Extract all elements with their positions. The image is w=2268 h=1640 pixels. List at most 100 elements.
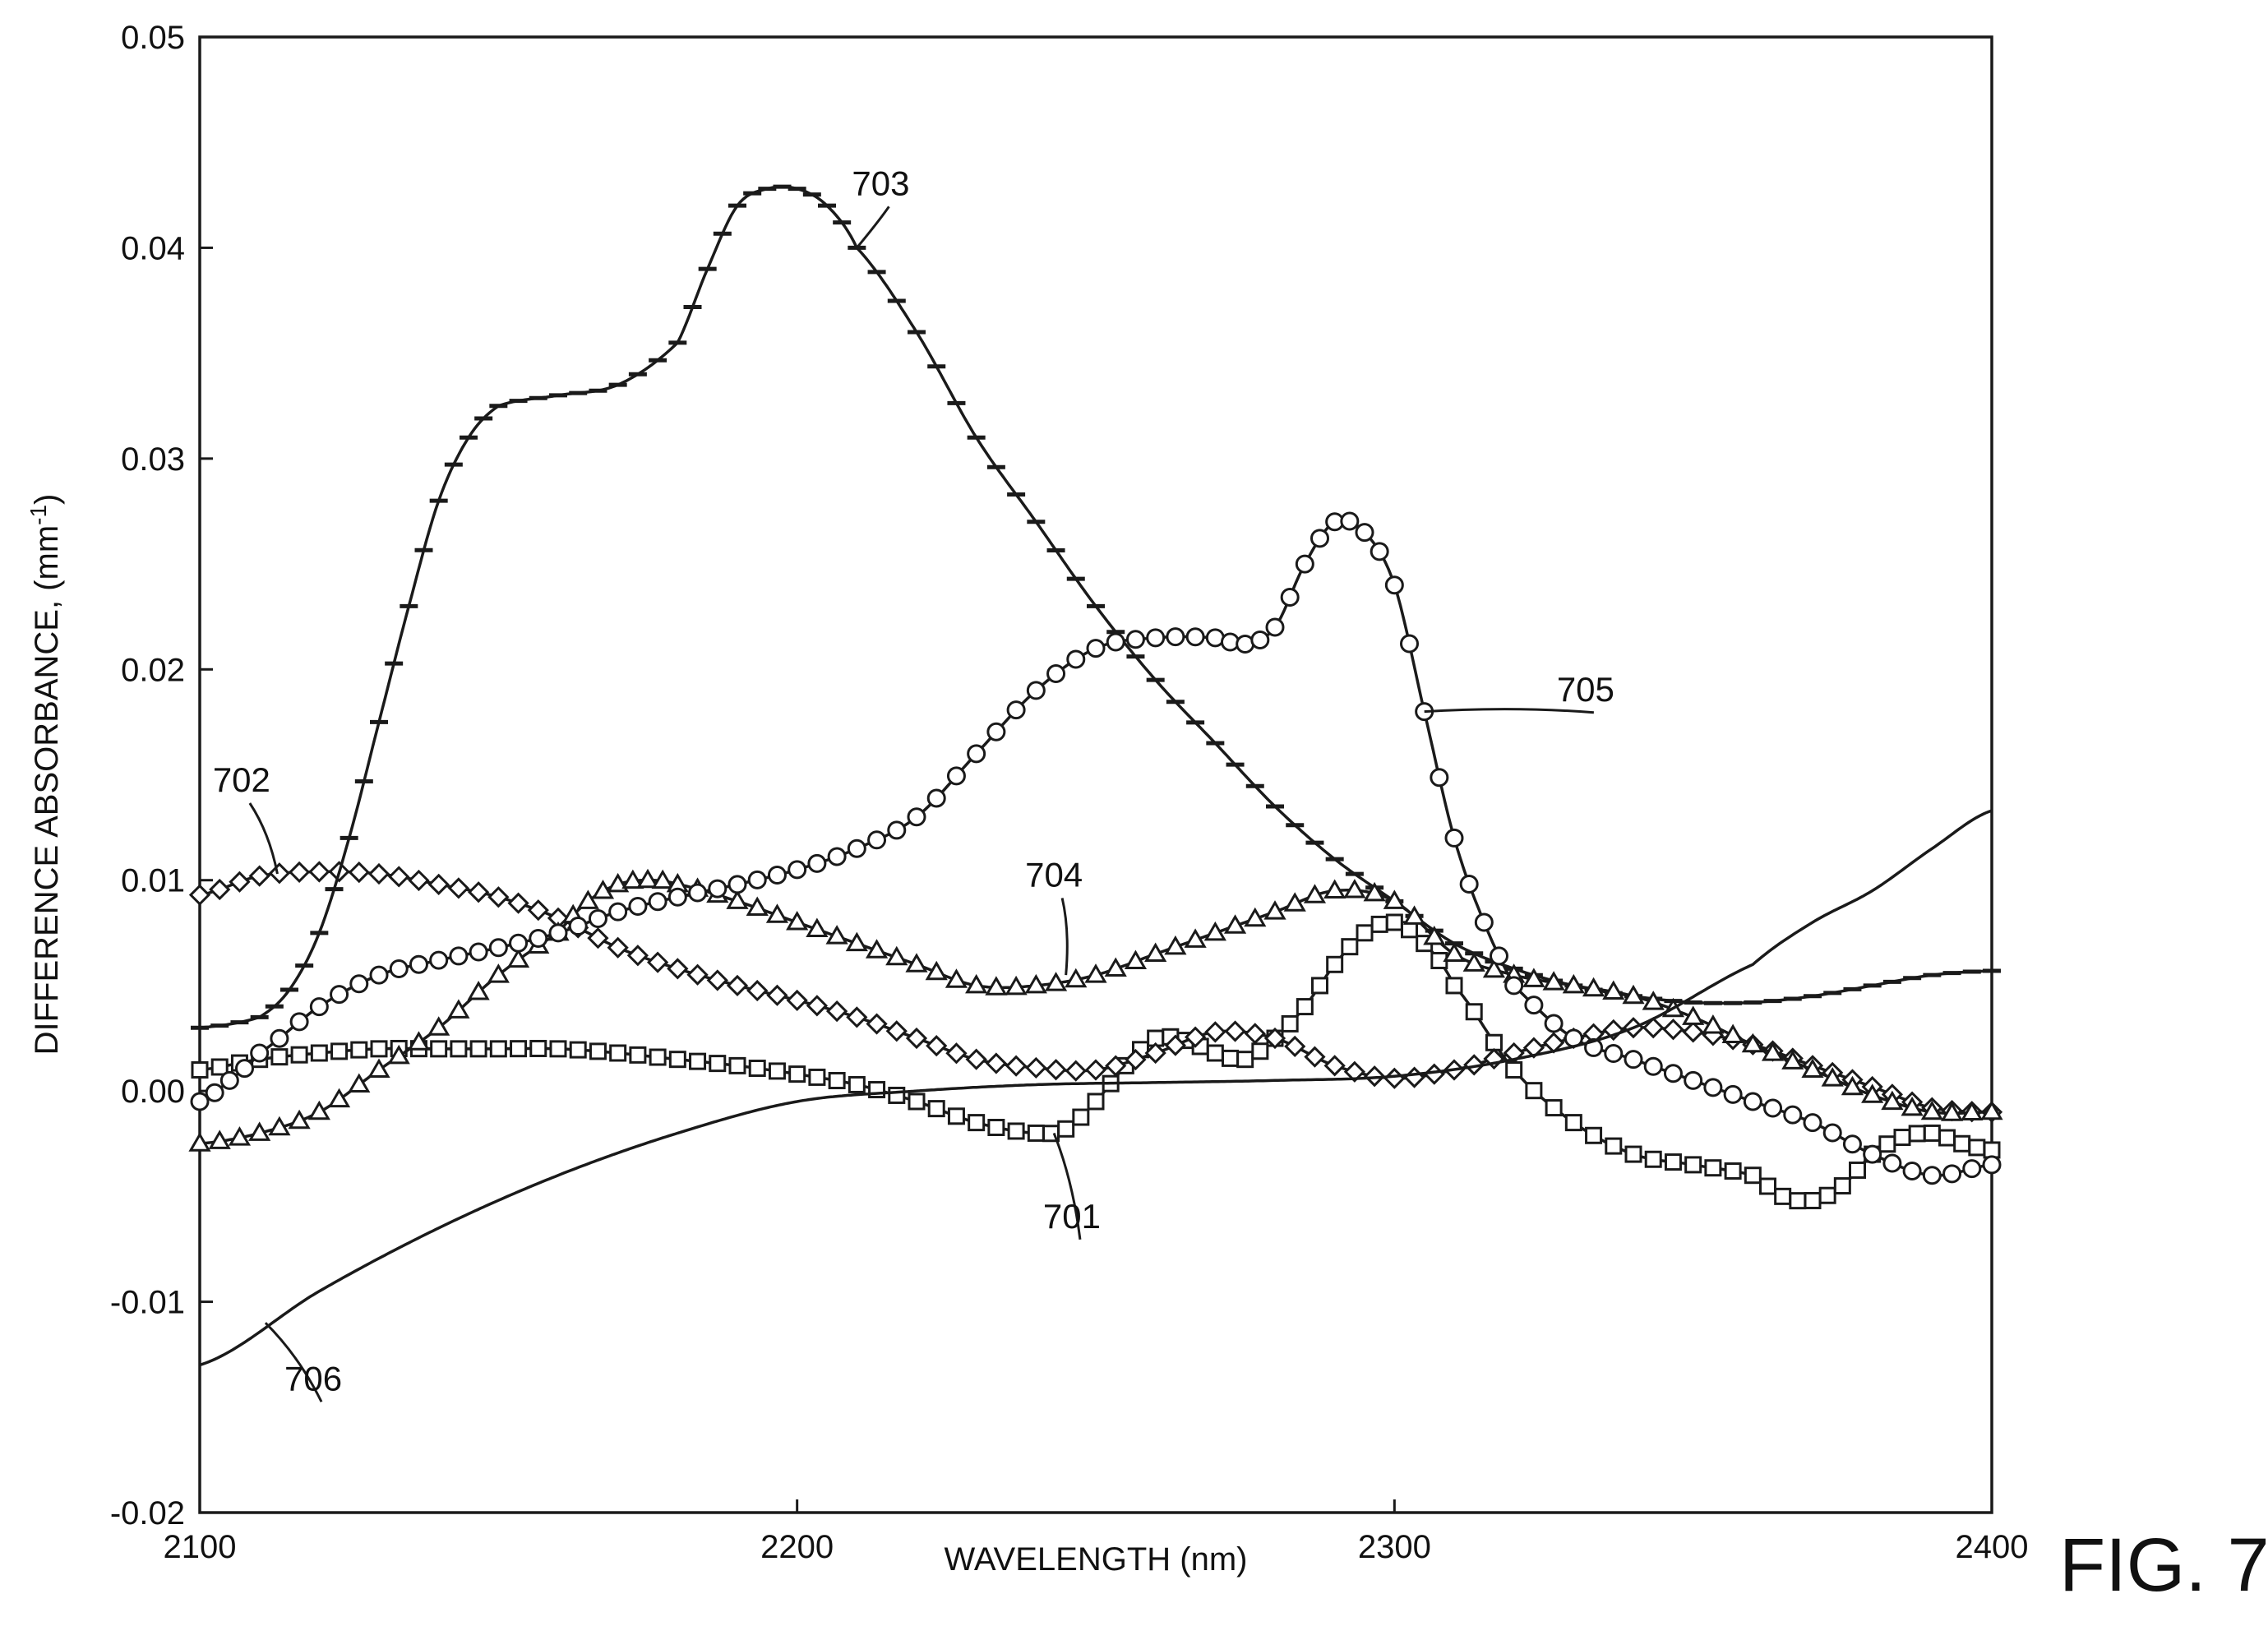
callout-leader-705 [1424, 708, 1594, 714]
marker-circle [1355, 523, 1374, 543]
marker-triangle [248, 1121, 271, 1141]
marker-square [629, 1046, 647, 1064]
marker-circle [1250, 631, 1270, 650]
marker-circle [389, 959, 409, 979]
marker-diamond [229, 871, 251, 893]
marker-triangle [1104, 957, 1127, 977]
marker-circle [1444, 828, 1464, 848]
marker-diamond [1343, 1060, 1366, 1083]
marker-diamond [825, 1000, 848, 1023]
marker-triangle [607, 872, 630, 893]
marker-circle [986, 722, 1006, 741]
marker-square [1908, 1125, 1926, 1143]
marker-diamond [905, 1027, 928, 1050]
marker-circle [309, 997, 329, 1017]
marker-circle [608, 902, 628, 922]
marker-triangle [327, 1088, 351, 1108]
marker-diamond [1005, 1055, 1028, 1077]
marker-triangle [447, 999, 470, 1019]
marker-diamond [746, 979, 769, 1002]
marker-square [290, 1046, 308, 1064]
series-706 [199, 809, 1993, 1367]
marker-circle [1624, 1050, 1643, 1069]
marker-square [1465, 1003, 1483, 1021]
marker-square [848, 1075, 866, 1093]
marker-square [450, 1040, 468, 1058]
marker-circle [1504, 976, 1524, 996]
marker-triangle [1482, 958, 1506, 978]
marker-triangle [1423, 926, 1446, 945]
marker-triangle [621, 869, 644, 889]
marker-triangle [965, 973, 988, 994]
marker-diamond [1224, 1020, 1246, 1042]
marker-triangle [1980, 1100, 2003, 1120]
marker-diamond [1045, 1059, 1067, 1081]
marker-triangle [985, 976, 1008, 996]
marker-circle [1703, 1078, 1723, 1097]
marker-circle [1400, 634, 1419, 654]
y-tick-label-0.00: 0.00 [121, 1074, 185, 1110]
marker-diamond [965, 1048, 987, 1070]
marker-diamond [268, 862, 291, 885]
marker-circle [548, 923, 568, 943]
marker-square [510, 1040, 528, 1058]
marker-square [430, 1040, 448, 1058]
marker-triangle [487, 963, 510, 983]
marker-circle [509, 933, 529, 953]
marker-circle [1882, 1153, 1902, 1173]
marker-square [748, 1060, 766, 1078]
y-axis-title-close: ) [29, 494, 65, 505]
marker-triangle [427, 1016, 450, 1036]
marker-triangle [1562, 973, 1585, 994]
marker-circle [1430, 768, 1449, 788]
callout-703: 703 [852, 164, 909, 249]
marker-triangle [885, 945, 908, 966]
marker-triangle [806, 917, 829, 938]
marker-diamond [786, 989, 808, 1011]
marker-triangle [1821, 1067, 1844, 1087]
marker-circle [1743, 1092, 1762, 1111]
marker-circle [747, 870, 767, 889]
marker-diamond [1284, 1035, 1306, 1058]
marker-diamond [1144, 1042, 1166, 1065]
series-705 [190, 511, 2002, 1185]
x-tick-label-2200: 2200 [760, 1529, 834, 1565]
marker-square [1849, 1161, 1866, 1179]
marker-circle [767, 866, 787, 885]
y-tick-label--0.02: -0.02 [110, 1495, 185, 1531]
marker-diamond [1184, 1026, 1207, 1048]
marker-square [1027, 1124, 1045, 1142]
marker-triangle [636, 868, 659, 889]
marker-diamond [667, 958, 689, 980]
marker-square [609, 1044, 627, 1062]
marker-triangle [1582, 977, 1605, 997]
marker-square [1624, 1145, 1642, 1163]
marker-square [1605, 1137, 1623, 1155]
marker-circle [449, 946, 469, 966]
marker-triangle [307, 1100, 330, 1120]
marker-square [668, 1051, 686, 1069]
marker-diamond [706, 969, 728, 991]
marker-square [1704, 1159, 1722, 1177]
callout-leader-704 [1060, 898, 1069, 976]
marker-circle [1544, 1014, 1564, 1033]
marker-circle [289, 1012, 309, 1032]
marker-circle [807, 853, 827, 873]
marker-triangle [765, 903, 789, 923]
marker-circle [1474, 912, 1494, 932]
marker-triangle [506, 948, 530, 968]
marker-circle [1026, 681, 1046, 700]
marker-circle [1663, 1064, 1683, 1083]
marker-square [1326, 955, 1344, 973]
x-tick-label-2300: 2300 [1358, 1529, 1431, 1565]
callout-705: 705 [1424, 670, 1614, 714]
marker-diamond [1244, 1023, 1266, 1045]
marker-circle [429, 950, 449, 970]
marker-triangle [1801, 1058, 1824, 1078]
marker-diamond [487, 886, 510, 908]
marker-triangle [1283, 892, 1306, 912]
marker-diamond [427, 873, 450, 895]
marker-square [1445, 977, 1463, 995]
marker-circle [1370, 542, 1389, 561]
marker-triangle [1940, 1102, 1964, 1121]
